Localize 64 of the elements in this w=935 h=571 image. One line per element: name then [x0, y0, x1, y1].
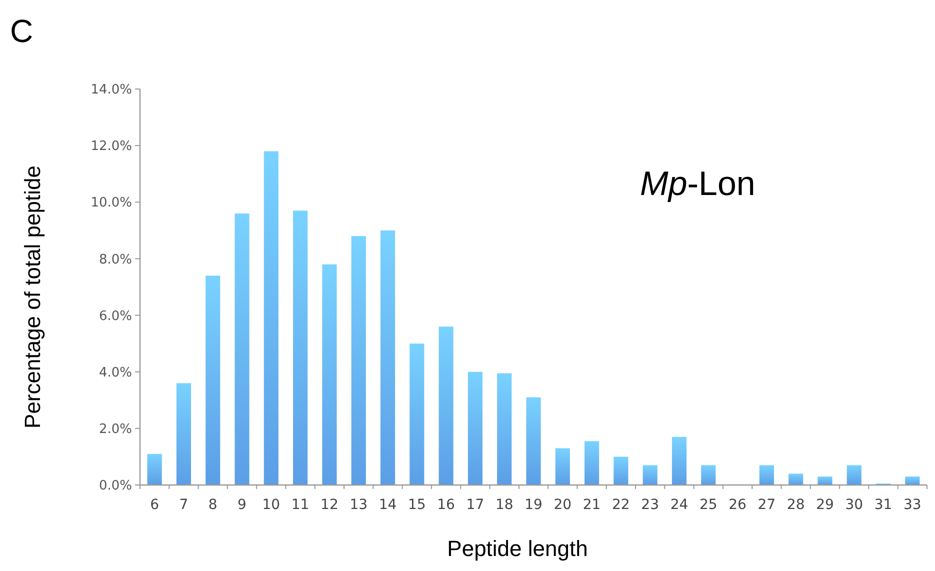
y-axis-title: Percentage of total peptide: [20, 166, 45, 428]
x-tick-label: 33: [904, 497, 922, 513]
x-tick-label: 16: [437, 497, 456, 513]
x-tick-label: 7: [179, 497, 188, 513]
bar: [497, 373, 512, 485]
bar: [526, 397, 541, 485]
bar: [846, 465, 862, 485]
bar: [234, 213, 250, 485]
x-tick-label: 8: [208, 497, 218, 513]
bar: [206, 276, 220, 485]
bar: [759, 465, 774, 485]
x-tick-label: 23: [641, 497, 660, 513]
bar: [584, 441, 600, 485]
bar: [614, 456, 628, 485]
bar: [818, 476, 832, 485]
x-tick-label: 30: [845, 497, 864, 513]
x-tick-label: 18: [495, 497, 514, 513]
annotation: Mp-Lon: [640, 165, 756, 203]
bar: [555, 448, 570, 485]
bar: [380, 230, 396, 485]
x-tick-label: 11: [291, 497, 310, 513]
y-tick-label: 8.0%: [98, 252, 132, 268]
x-tick-label: 13: [350, 497, 368, 513]
text: C: [10, 13, 34, 49]
bar: [351, 236, 366, 485]
bar: [438, 326, 454, 485]
x-tick-label: 20: [554, 497, 572, 513]
bar: [788, 474, 804, 485]
x-tick-label: 10: [262, 497, 280, 513]
x-tick-label: 25: [699, 497, 718, 513]
y-tick-label: 2.0%: [98, 422, 132, 437]
bar: [147, 454, 162, 485]
bar: [410, 344, 424, 485]
y-tick-label: 10.0%: [90, 196, 132, 211]
x-tick-label: 12: [320, 497, 338, 513]
y-tick-label: 14.0%: [90, 82, 132, 98]
bar: [322, 264, 337, 485]
bar: [905, 476, 920, 485]
x-tick-label: 21: [582, 497, 601, 513]
bar: [468, 372, 482, 485]
y-tick-label: 0.0%: [98, 478, 132, 494]
x-tick-label: 15: [408, 497, 426, 513]
x-tick-label: 27: [758, 497, 776, 513]
y-tick-label: 6.0%: [98, 308, 132, 324]
bar: [176, 383, 192, 485]
x-axis-title: Peptide length: [447, 536, 588, 561]
x-tick-label: 22: [612, 497, 630, 513]
x-tick-label: 28: [786, 497, 805, 513]
x-tick-label: 31: [874, 497, 892, 513]
bar: [672, 436, 687, 485]
bar: [642, 465, 658, 485]
y-tick-label: 12.0%: [90, 139, 132, 154]
bar: [264, 151, 278, 485]
y-tick-label: 4.0%: [98, 365, 132, 380]
x-tick-label: 6: [150, 497, 160, 513]
bar: [293, 210, 308, 485]
x-tick-label: 17: [466, 497, 484, 513]
x-tick-label: 14: [378, 497, 397, 513]
x-tick-label: 24: [670, 497, 688, 513]
x-tick-label: 29: [816, 497, 834, 513]
bar: [701, 465, 716, 485]
x-tick-label: 9: [238, 497, 246, 513]
x-tick-label: 26: [728, 497, 747, 513]
x-tick-label: 19: [524, 497, 542, 513]
